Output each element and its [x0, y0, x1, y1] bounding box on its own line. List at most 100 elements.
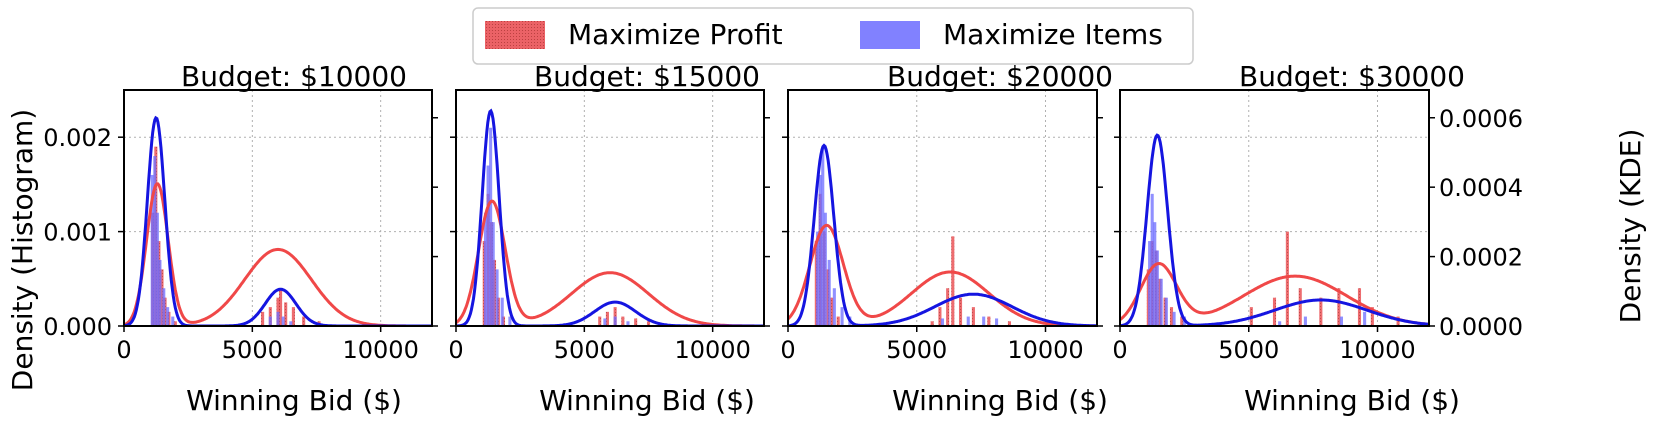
plot-area: 0 5000 10000	[780, 89, 1103, 364]
kde-line-profit	[788, 223, 1097, 326]
bar-profit	[302, 316, 306, 326]
x-axis-label: Winning Bid ($)	[186, 384, 402, 417]
bar-items	[982, 316, 986, 326]
kde-line-items	[788, 143, 1097, 326]
legend-label-items: Maximize Items	[943, 18, 1163, 51]
bar-items	[613, 316, 617, 326]
panel-title: Budget: $15000	[534, 60, 760, 93]
y-axis-label-right: Density (KDE)	[1614, 129, 1647, 324]
bar-items	[155, 212, 159, 326]
legend-frame	[472, 7, 1194, 65]
bar-items	[289, 321, 293, 326]
bar-profit	[605, 311, 609, 326]
legend: Maximize Profit Maximize Items	[472, 7, 1194, 65]
bar-profit	[1337, 288, 1341, 326]
bar-profit	[284, 302, 288, 326]
bar-profit	[646, 321, 651, 326]
bar-profit	[621, 316, 625, 326]
y-tick-label-right: 0.0000	[1439, 313, 1523, 341]
bar-items	[281, 316, 285, 326]
bar-items	[1363, 311, 1367, 326]
legend-swatch-profit	[485, 21, 545, 49]
bar-items	[821, 146, 825, 326]
bar-items	[508, 316, 512, 326]
bar-items	[818, 174, 822, 326]
bar-profit	[291, 307, 295, 326]
bar-items	[171, 316, 175, 326]
bar-profit	[261, 311, 265, 326]
bar-profit	[1180, 316, 1184, 326]
plot-content	[124, 115, 432, 326]
legend-label-profit: Maximize Profit	[568, 18, 783, 51]
y-tick-label-left: 0.002	[43, 124, 112, 152]
plot-content	[1120, 133, 1429, 326]
legend-swatch-items	[860, 21, 920, 49]
axes-frame	[1119, 89, 1430, 327]
bar-items	[166, 307, 170, 326]
bar-items	[1148, 241, 1152, 326]
axes-frame	[455, 89, 765, 327]
bar-items	[1153, 222, 1157, 326]
bar-items	[940, 318, 945, 326]
panel-title: Budget: $20000	[887, 60, 1113, 93]
bar-profit	[938, 307, 942, 326]
bar-profit	[987, 316, 991, 326]
bar-items	[823, 212, 827, 326]
bar-profit	[951, 236, 955, 326]
bar-items	[500, 297, 504, 326]
bar-profit	[173, 321, 177, 326]
bar-items	[1172, 311, 1176, 326]
bar-items	[816, 231, 820, 326]
bar-profit	[1007, 321, 1011, 326]
axes-frame	[787, 89, 1098, 327]
y-axis-label-left: Density (Histogram)	[6, 109, 39, 391]
bar-items	[153, 156, 157, 326]
bar-profit	[634, 318, 638, 326]
bar-items	[495, 269, 499, 326]
kde-line-items	[124, 115, 432, 326]
bar-items	[162, 288, 166, 326]
bar-items	[150, 174, 154, 326]
y-tick-label-left: 0.001	[43, 219, 112, 247]
x-tick-label: 5000	[1218, 336, 1279, 364]
x-tick-label: 5000	[886, 336, 947, 364]
bar-items	[1339, 316, 1343, 326]
bar-items	[276, 311, 280, 326]
bar-profit	[836, 316, 840, 326]
bar-profit	[1272, 297, 1277, 326]
plot-area: 0 5000 10000 0.000 0.001 0.002	[43, 89, 438, 364]
bar-items	[626, 321, 630, 326]
bar-items	[1150, 193, 1154, 326]
kde-line-items	[456, 108, 764, 326]
x-axis-label: Winning Bid ($)	[892, 384, 1108, 417]
bar-profit	[160, 269, 164, 326]
bar-items	[158, 259, 162, 326]
panel-1: Budget: $10000 Winning Bid ($) 0 5000 1000…	[43, 60, 438, 417]
x-tick-label: 0	[116, 336, 131, 364]
axes-frame	[123, 89, 433, 327]
y-tick-label-right: 0.0004	[1439, 174, 1523, 202]
x-tick-label: 0	[448, 336, 463, 364]
bar-profit	[1298, 288, 1302, 326]
bar-items	[966, 316, 970, 326]
bar-profit	[1396, 316, 1400, 326]
panel-title: Budget: $30000	[1239, 60, 1465, 93]
bar-profit	[1370, 307, 1374, 326]
bar-items	[489, 127, 493, 326]
x-tick-label: 10000	[342, 336, 418, 364]
bar-items	[832, 288, 836, 326]
x-tick-label: 0	[1112, 336, 1127, 364]
bar-profit	[946, 288, 950, 326]
bar-items	[1164, 297, 1168, 326]
bar-profit	[1169, 307, 1174, 326]
plot-content	[788, 143, 1097, 326]
x-tick-label: 10000	[1007, 336, 1083, 364]
bar-items	[486, 165, 490, 326]
y-tick-label-right: 0.0006	[1439, 105, 1523, 133]
kde-line-items	[1120, 133, 1429, 326]
bar-profit	[971, 307, 975, 326]
bar-items	[995, 318, 999, 326]
plot-area: 0 5000 10000	[448, 89, 770, 364]
bar-items	[491, 222, 495, 326]
bar-profit	[958, 297, 963, 326]
